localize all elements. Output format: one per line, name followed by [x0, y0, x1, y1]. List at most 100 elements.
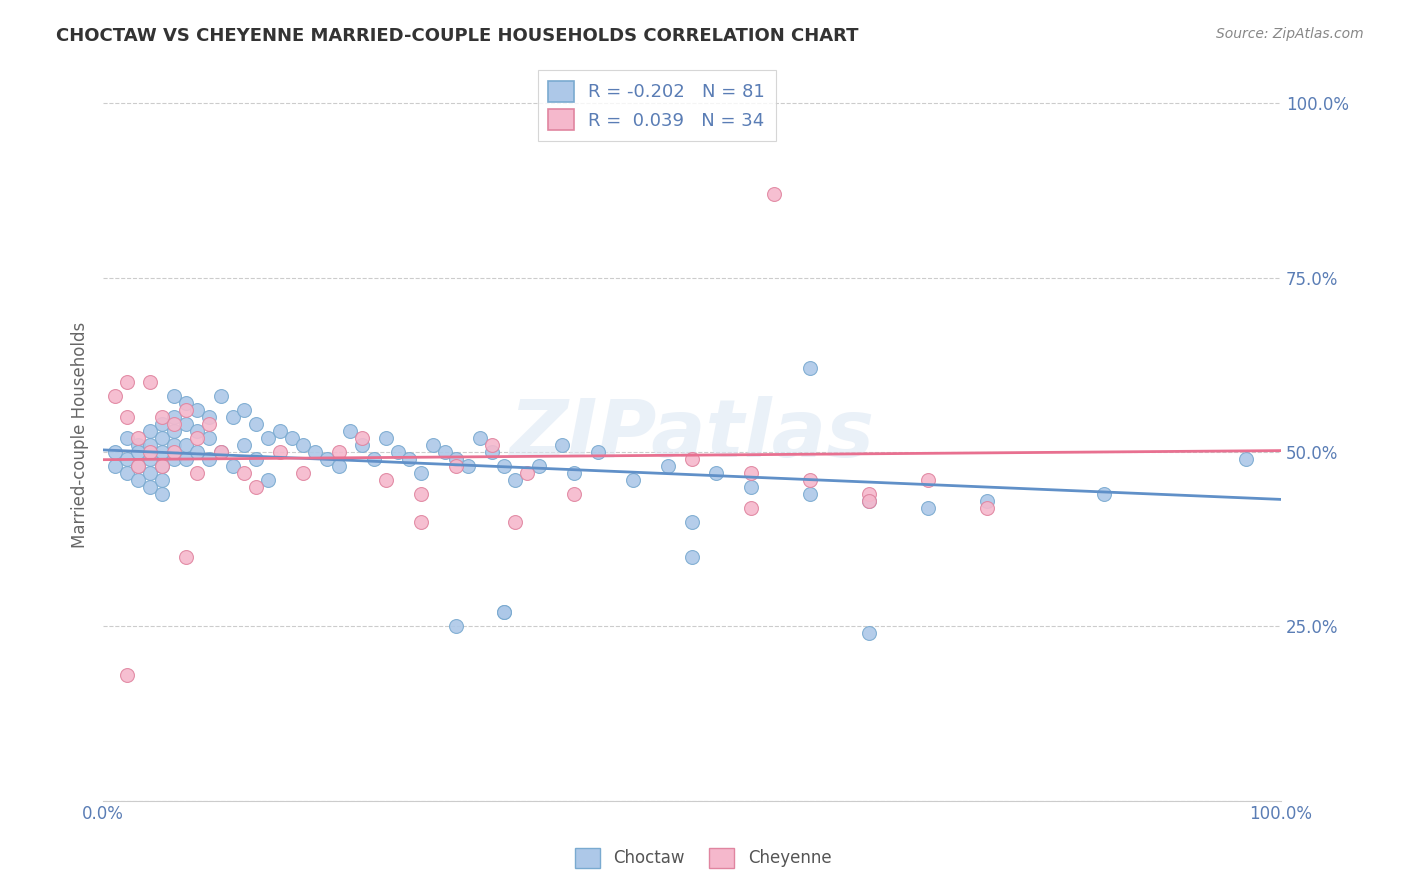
Point [163, 417, 186, 431]
Point [115, 668, 138, 682]
Point [127, 458, 149, 473]
Point [516, 466, 538, 480]
Point [233, 438, 256, 452]
Point [858, 493, 880, 508]
Point [468, 431, 491, 445]
Point [858, 493, 880, 508]
Point [492, 606, 515, 620]
Point [704, 466, 727, 480]
Point [174, 549, 197, 564]
Point [150, 417, 173, 431]
Point [292, 438, 315, 452]
Point [104, 389, 127, 403]
Point [481, 438, 503, 452]
Point [115, 452, 138, 467]
Point [527, 458, 550, 473]
Point [681, 452, 703, 467]
Point [481, 445, 503, 459]
Point [198, 431, 221, 445]
Point [163, 452, 186, 467]
Point [387, 445, 409, 459]
Point [398, 452, 420, 467]
Point [245, 452, 267, 467]
Point [163, 438, 186, 452]
Point [104, 458, 127, 473]
Point [446, 619, 468, 633]
Point [740, 500, 762, 515]
Point [127, 473, 149, 487]
Point [245, 417, 267, 431]
Point [1092, 487, 1115, 501]
Point [186, 403, 208, 417]
Point [339, 424, 361, 438]
Point [127, 458, 149, 473]
Point [621, 473, 644, 487]
Point [150, 445, 173, 459]
Point [352, 438, 374, 452]
Point [446, 458, 468, 473]
Point [115, 466, 138, 480]
Point [174, 417, 197, 431]
Point [740, 466, 762, 480]
Legend: R = -0.202   N = 81, R =  0.039   N = 34: R = -0.202 N = 81, R = 0.039 N = 34 [537, 70, 776, 141]
Point [363, 452, 385, 467]
Point [257, 431, 280, 445]
Point [586, 445, 609, 459]
Point [198, 452, 221, 467]
Point [139, 480, 162, 494]
Text: Source: ZipAtlas.com: Source: ZipAtlas.com [1216, 27, 1364, 41]
Point [328, 445, 350, 459]
Point [127, 438, 149, 452]
Point [316, 452, 339, 467]
Y-axis label: Married-couple Households: Married-couple Households [72, 321, 89, 548]
Point [328, 458, 350, 473]
Point [139, 445, 162, 459]
Point [163, 410, 186, 425]
Point [681, 515, 703, 529]
Point [139, 452, 162, 467]
Point [799, 473, 821, 487]
Point [681, 549, 703, 564]
Point [115, 431, 138, 445]
Point [858, 626, 880, 640]
Point [257, 473, 280, 487]
Point [374, 473, 396, 487]
Point [139, 438, 162, 452]
Point [115, 410, 138, 425]
Point [139, 424, 162, 438]
Point [763, 187, 786, 202]
Point [422, 438, 444, 452]
Point [304, 445, 326, 459]
Point [150, 487, 173, 501]
Point [209, 445, 232, 459]
Point [917, 500, 939, 515]
Point [292, 466, 315, 480]
Point [505, 515, 527, 529]
Text: CHOCTAW VS CHEYENNE MARRIED-COUPLE HOUSEHOLDS CORRELATION CHART: CHOCTAW VS CHEYENNE MARRIED-COUPLE HOUSE… [56, 27, 859, 45]
Point [186, 431, 208, 445]
Point [799, 361, 821, 376]
Legend: Choctaw, Cheyenne: Choctaw, Cheyenne [568, 841, 838, 875]
Point [163, 389, 186, 403]
Point [174, 403, 197, 417]
Point [233, 403, 256, 417]
Point [411, 515, 433, 529]
Point [139, 376, 162, 390]
Point [209, 445, 232, 459]
Point [433, 445, 456, 459]
Point [352, 431, 374, 445]
Point [657, 458, 679, 473]
Point [174, 396, 197, 410]
Point [457, 458, 479, 473]
Point [269, 445, 291, 459]
Point [186, 445, 208, 459]
Point [799, 487, 821, 501]
Point [150, 458, 173, 473]
Point [150, 473, 173, 487]
Point [198, 410, 221, 425]
Point [163, 424, 186, 438]
Point [150, 410, 173, 425]
Point [233, 466, 256, 480]
Point [411, 466, 433, 480]
Point [174, 452, 197, 467]
